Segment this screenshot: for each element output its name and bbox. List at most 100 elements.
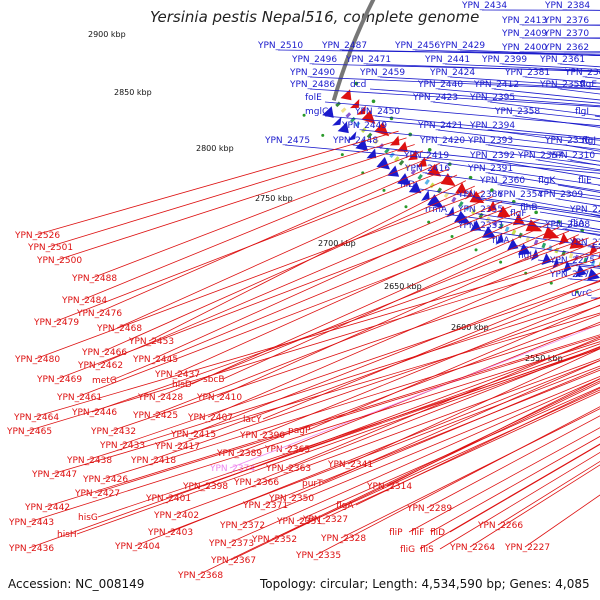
green-dot bbox=[321, 133, 325, 137]
forward-gene-label: YPN_2419 bbox=[403, 151, 449, 161]
forward-gene-label: YPN_2423 bbox=[412, 93, 458, 103]
forward-gene-label: YPN_2399 bbox=[481, 55, 527, 65]
reverse-leader-line bbox=[44, 334, 600, 508]
reverse-gene bbox=[356, 105, 366, 115]
forward-gene-label: YPN_2395 bbox=[469, 93, 515, 103]
reverse-gene-label: YPN_2365 bbox=[264, 445, 310, 455]
forward-leader-line bbox=[439, 144, 600, 166]
topology-text: Topology: circular; Length: 4,534,590 bp… bbox=[260, 577, 590, 591]
reverse-gene-label: YPN_2367 bbox=[210, 556, 256, 566]
reverse-gene-label: YPN_2351 bbox=[276, 517, 322, 527]
reverse-leader-line bbox=[165, 346, 600, 499]
feature-mark bbox=[533, 239, 539, 246]
reverse-gene-label: YPN_2447 bbox=[31, 470, 77, 480]
reverse-gene-label: YPN_2266 bbox=[477, 521, 523, 531]
reverse-leader-line bbox=[285, 336, 600, 469]
forward-gene bbox=[332, 116, 342, 126]
feature-mark bbox=[410, 169, 417, 175]
reverse-gene-label: hisD bbox=[172, 380, 192, 390]
forward-gene-label: YPN_2381 bbox=[504, 68, 550, 78]
reverse-gene-label: YPN_2469 bbox=[36, 375, 82, 385]
reverse-leader-line bbox=[202, 338, 600, 487]
forward-gene-label: folE bbox=[305, 93, 322, 103]
reverse-leader-line bbox=[239, 375, 600, 526]
reverse-leader-line bbox=[91, 150, 424, 279]
forward-gene-label: YPN_2424 bbox=[429, 68, 475, 78]
green-dot bbox=[382, 188, 386, 192]
forward-gene bbox=[562, 260, 572, 273]
forward-leader-line bbox=[489, 101, 600, 117]
forward-gene-label: YPN_2353 bbox=[457, 221, 503, 231]
forward-gene-label: YPN_2359 bbox=[539, 80, 585, 90]
reverse-gene-label: YPN_2407 bbox=[187, 413, 233, 423]
reverse-gene-label: YPN_2373 bbox=[208, 539, 254, 549]
forward-gene-label: YPN_2309 bbox=[537, 190, 583, 200]
forward-gene-label: YPN_2448 bbox=[332, 136, 378, 146]
reverse-gene-label: YPN_2488 bbox=[71, 274, 117, 284]
reverse-gene-label: YPN_2468 bbox=[96, 324, 142, 334]
forward-leader-line bbox=[311, 63, 600, 72]
reverse-leader-line bbox=[307, 304, 600, 431]
forward-gene-label: flhB bbox=[520, 203, 538, 213]
kbp-label: 2800 kbp bbox=[196, 144, 234, 153]
reverse-leader-line bbox=[426, 415, 600, 509]
feature-mark bbox=[384, 147, 390, 154]
forward-gene-label: fliA bbox=[570, 219, 585, 229]
forward-gene-label: flgE bbox=[580, 80, 597, 90]
green-dot bbox=[534, 210, 538, 215]
forward-gene bbox=[355, 138, 369, 152]
reverse-gene-label: YPN_2410 bbox=[196, 393, 242, 403]
green-dot bbox=[427, 220, 431, 224]
forward-gene-label: rrmA bbox=[425, 205, 448, 215]
reverse-gene-label: YPN_2350 bbox=[268, 494, 314, 504]
forward-leader-line bbox=[489, 129, 600, 146]
reverse-gene-label: YPN_2500 bbox=[36, 256, 82, 266]
forward-leader-line bbox=[379, 76, 600, 90]
reverse-leader-line bbox=[157, 230, 570, 398]
reverse-gene-label: fliP bbox=[389, 528, 403, 538]
green-dot bbox=[302, 113, 306, 117]
forward-gene-label: uvrC bbox=[571, 289, 592, 299]
green-dot bbox=[389, 116, 394, 121]
reverse-leader-line bbox=[439, 451, 600, 550]
forward-gene bbox=[495, 233, 504, 245]
reverse-leader-line bbox=[33, 251, 600, 418]
reverse-gene-label: metG bbox=[92, 376, 117, 386]
reverse-gene-label: YPN_2436 bbox=[8, 544, 54, 554]
feature-mark bbox=[389, 152, 395, 159]
forward-leader-line bbox=[432, 101, 600, 121]
reverse-leader-line bbox=[152, 201, 503, 360]
reverse-gene-label: YPN_2374 bbox=[209, 464, 255, 474]
reverse-leader-line bbox=[150, 305, 600, 461]
forward-leader-line bbox=[341, 49, 600, 56]
reverse-gene-label: YPN_2415 bbox=[170, 430, 216, 440]
reverse-leader-line bbox=[449, 443, 600, 533]
reverse-leader-line bbox=[191, 223, 550, 385]
reverse-leader-line bbox=[262, 279, 600, 420]
forward-leader-line bbox=[437, 88, 600, 104]
feature-mark bbox=[492, 220, 498, 227]
reverse-gene-label: YPN_2417 bbox=[154, 442, 200, 452]
reverse-leader-line bbox=[469, 464, 600, 548]
forward-gene bbox=[376, 156, 390, 170]
reverse-leader-line bbox=[167, 365, 600, 533]
forward-gene-label: YPN_2392 bbox=[469, 151, 515, 161]
forward-gene-label: YPN_2386 bbox=[457, 190, 503, 200]
reverse-gene bbox=[542, 226, 560, 239]
feature-mark bbox=[583, 257, 588, 264]
forward-gene bbox=[337, 122, 349, 134]
green-dot bbox=[468, 175, 473, 180]
feature-mark bbox=[394, 156, 400, 162]
reverse-gene-label: YPN_2372 bbox=[219, 521, 265, 531]
forward-gene-label: YPN_2421 bbox=[417, 121, 463, 131]
forward-gene-label: fliE bbox=[578, 176, 592, 186]
forward-gene-label: YPN_2459 bbox=[359, 68, 405, 78]
forward-gene-label: YPN_2456 bbox=[394, 41, 440, 51]
forward-gene-label: dcd bbox=[350, 80, 366, 90]
green-dot bbox=[354, 81, 359, 86]
reverse-gene-label: hisH bbox=[57, 530, 77, 540]
forward-gene-label: YPN_2362 bbox=[543, 43, 589, 53]
kbp-label: 2550 kbp bbox=[525, 354, 563, 363]
forward-gene-label: flhA bbox=[492, 236, 510, 246]
